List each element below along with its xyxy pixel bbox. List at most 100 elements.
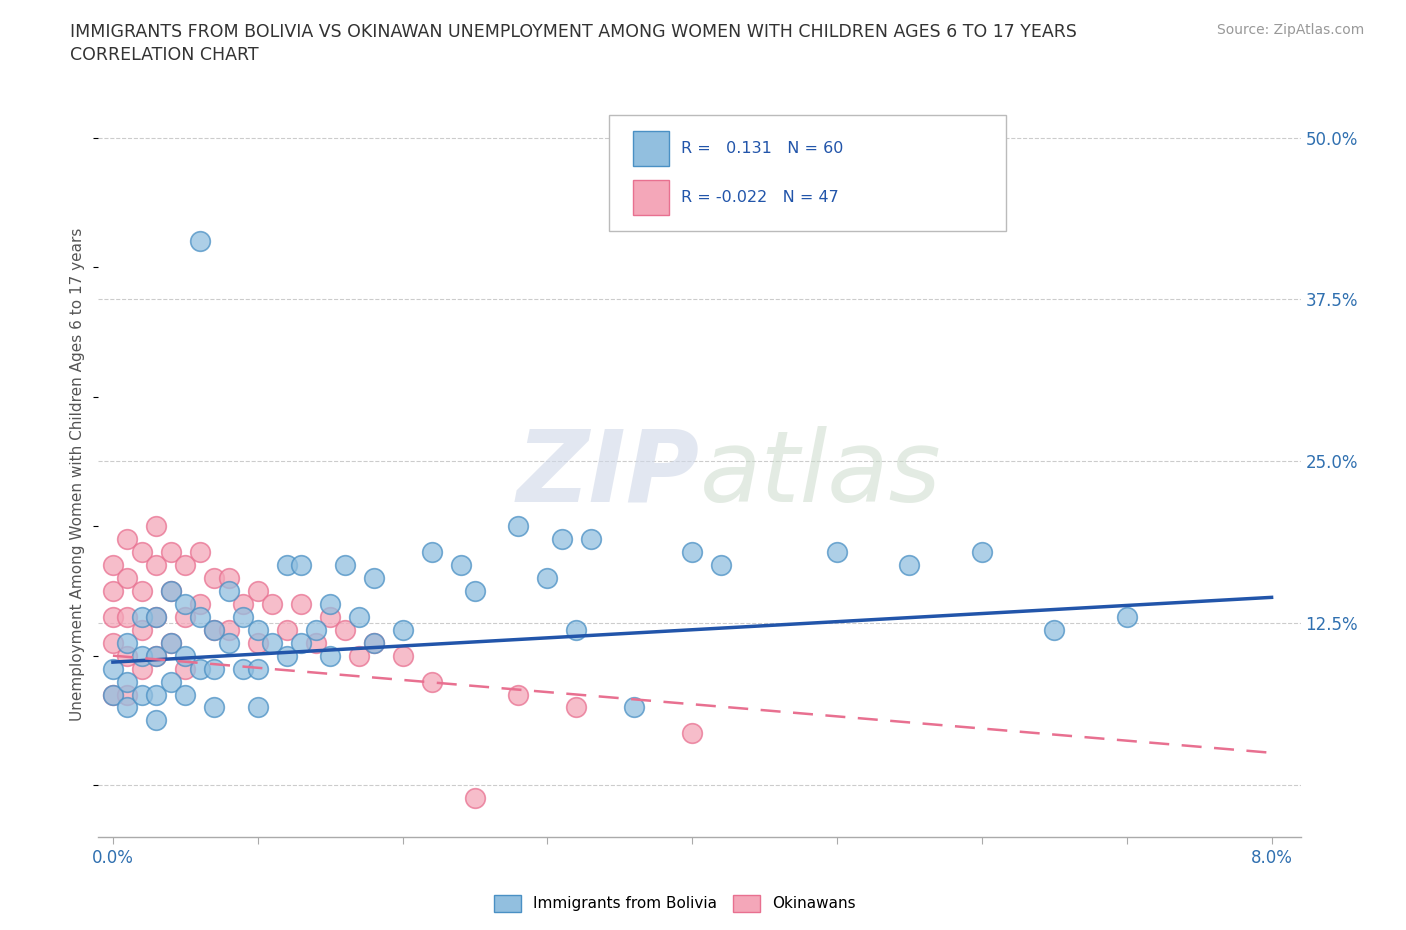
Point (131, 661, 153, 676)
FancyBboxPatch shape (609, 115, 1007, 232)
Point (101, 661, 124, 676)
Point (160, 635, 183, 650)
Point (131, 648, 153, 663)
Point (508, 519, 530, 534)
Point (131, 687, 153, 702)
Point (145, 519, 167, 534)
Point (218, 622, 240, 637)
Point (101, 609, 124, 624)
Point (1043, 622, 1066, 637)
Point (420, 674, 443, 689)
Point (508, 687, 530, 702)
Point (145, 609, 167, 624)
Point (825, 545, 848, 560)
Point (970, 545, 993, 560)
Point (565, 700, 588, 715)
Point (117, 687, 139, 702)
Point (160, 583, 183, 598)
Point (232, 661, 254, 676)
Point (188, 661, 211, 676)
Point (565, 622, 588, 637)
Point (232, 596, 254, 611)
Point (450, 558, 472, 573)
Point (391, 648, 413, 663)
Point (131, 583, 153, 598)
Point (333, 558, 356, 573)
Point (290, 635, 312, 650)
Point (101, 635, 124, 650)
Point (290, 596, 312, 611)
Point (117, 570, 139, 585)
Point (188, 545, 211, 560)
Point (145, 713, 167, 728)
Point (246, 622, 269, 637)
Point (202, 622, 225, 637)
Text: CORRELATION CHART: CORRELATION CHART (70, 46, 259, 64)
Point (101, 583, 124, 598)
Point (363, 635, 385, 650)
Point (246, 661, 269, 676)
Point (117, 635, 139, 650)
Point (551, 532, 574, 547)
Point (145, 648, 167, 663)
Point (174, 687, 197, 702)
Point (101, 687, 124, 702)
Point (290, 558, 312, 573)
Text: ZIP: ZIP (516, 426, 700, 523)
Point (319, 648, 342, 663)
Point (464, 790, 486, 805)
Legend: Immigrants from Bolivia, Okinawans: Immigrants from Bolivia, Okinawans (488, 889, 862, 918)
Point (710, 558, 733, 573)
Point (131, 622, 153, 637)
Point (391, 622, 413, 637)
Text: atlas: atlas (700, 426, 941, 523)
Point (160, 583, 183, 598)
Point (202, 570, 225, 585)
Point (333, 622, 356, 637)
Text: IMMIGRANTS FROM BOLIVIA VS OKINAWAN UNEMPLOYMENT AMONG WOMEN WITH CHILDREN AGES : IMMIGRANTS FROM BOLIVIA VS OKINAWAN UNEM… (70, 23, 1077, 41)
Text: R = -0.022   N = 47: R = -0.022 N = 47 (682, 190, 839, 205)
Point (262, 635, 284, 650)
Point (464, 583, 486, 598)
Point (347, 609, 370, 624)
Point (579, 532, 602, 547)
Point (363, 635, 385, 650)
Point (117, 609, 139, 624)
Point (131, 545, 153, 560)
Point (188, 596, 211, 611)
Point (160, 635, 183, 650)
Point (145, 558, 167, 573)
Point (232, 609, 254, 624)
Point (305, 622, 328, 637)
Point (131, 609, 153, 624)
Point (246, 635, 269, 650)
Point (145, 687, 167, 702)
Point (174, 596, 197, 611)
Y-axis label: Unemployment Among Women with Children Ages 6 to 17 years: Unemployment Among Women with Children A… (70, 228, 86, 721)
Point (117, 674, 139, 689)
Point (681, 545, 703, 560)
Point (276, 622, 298, 637)
Point (117, 532, 139, 547)
Point (319, 596, 342, 611)
Point (160, 674, 183, 689)
Point (218, 583, 240, 598)
Point (276, 558, 298, 573)
Point (246, 700, 269, 715)
Point (188, 233, 211, 248)
Text: R =   0.131   N = 60: R = 0.131 N = 60 (682, 141, 844, 156)
Point (246, 583, 269, 598)
Point (101, 687, 124, 702)
Point (305, 635, 328, 650)
Point (174, 609, 197, 624)
Point (174, 661, 197, 676)
Point (536, 570, 558, 585)
Point (218, 570, 240, 585)
Point (188, 609, 211, 624)
Point (319, 609, 342, 624)
Point (145, 609, 167, 624)
Point (420, 545, 443, 560)
FancyBboxPatch shape (633, 179, 669, 215)
Point (1115, 609, 1137, 624)
Point (623, 700, 645, 715)
